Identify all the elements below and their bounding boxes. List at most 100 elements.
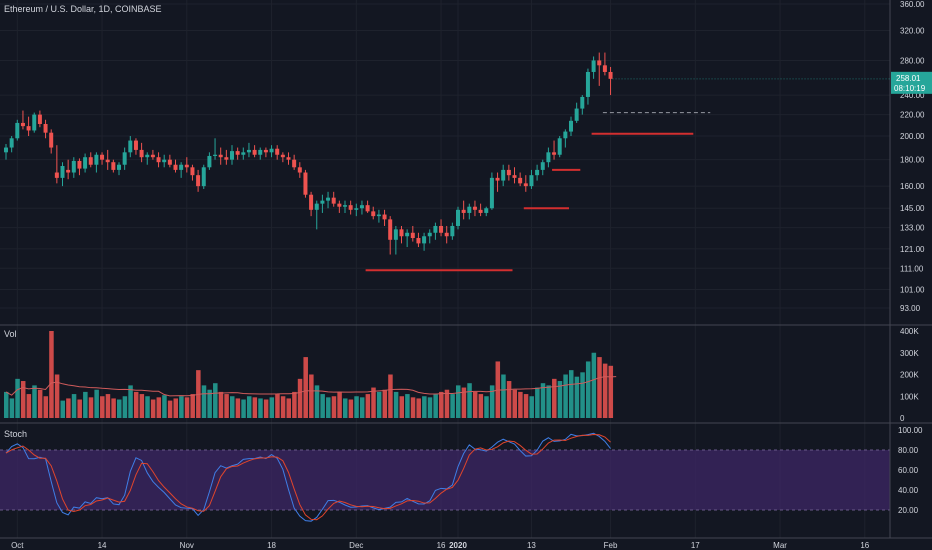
candle-body [20, 122, 25, 127]
stoch-band [0, 450, 890, 510]
volume-bar [597, 357, 602, 418]
candle-body [66, 169, 71, 173]
volume-bar [309, 374, 314, 418]
volume-bar [218, 391, 224, 418]
candles[interactable] [4, 52, 613, 255]
volume-bar [230, 396, 235, 418]
candle-body [201, 167, 206, 187]
volume-bar [608, 365, 614, 418]
volume-bar [54, 374, 60, 418]
candle-body [128, 140, 133, 153]
candle-body [563, 131, 568, 139]
volume-bar [156, 397, 162, 418]
time-tick-label: Dec [349, 541, 363, 550]
candle-body [326, 197, 331, 201]
stoch-label: Stoch [4, 429, 27, 439]
candle-body [580, 96, 585, 109]
volume-bar [26, 394, 32, 418]
volume-bar [15, 378, 20, 418]
candle-body [512, 175, 517, 178]
candle-body [371, 211, 376, 217]
volume-bar [111, 398, 116, 418]
candle-body [478, 209, 483, 213]
time-tick-label: 13 [527, 541, 536, 550]
stoch-tick-label: 80.00 [898, 446, 919, 455]
volume-bar [275, 394, 280, 418]
volume-bar [201, 385, 207, 418]
volume-bar [472, 391, 478, 418]
volume-bar [348, 399, 354, 418]
candle-body [354, 208, 359, 210]
price-tick-label: 160.00 [900, 182, 925, 191]
price-tick-label: 111.00 [900, 264, 924, 273]
volume-bar [388, 374, 393, 418]
volume-bar [4, 391, 9, 418]
volume-ma-line [5, 376, 617, 397]
volume-bar [241, 399, 246, 418]
candle-body [275, 148, 280, 155]
candle-body [450, 225, 455, 237]
volume-bar [563, 374, 568, 418]
countdown-value: 08:10:19 [894, 84, 926, 93]
candle-body [405, 232, 410, 237]
volume-bar [145, 396, 150, 418]
candle-body [60, 166, 65, 178]
volume-bar [535, 387, 540, 418]
price-tick-label: 200.00 [900, 132, 925, 141]
volume-bar [320, 394, 325, 418]
volume-bar [71, 394, 77, 418]
candle-body [535, 169, 540, 176]
price-tick-label: 145.00 [900, 204, 925, 213]
volume-bar [540, 383, 546, 418]
volume-bar [122, 396, 128, 418]
candle-body [218, 154, 223, 158]
candle-body [439, 225, 444, 233]
candle-body [343, 205, 347, 207]
volume-bar [190, 394, 195, 418]
volume-bar [184, 397, 190, 418]
volume-bar [9, 398, 15, 418]
volume-bar [303, 357, 308, 418]
volume-bar [456, 385, 461, 418]
price-tick-label: 220.00 [900, 111, 925, 120]
candle-body [280, 154, 285, 158]
candle-body [365, 205, 370, 212]
volume-bar [501, 374, 506, 418]
volume-bar [410, 397, 416, 418]
volume-bar [376, 391, 382, 418]
volume-bar [529, 396, 534, 418]
volume-bar [518, 391, 523, 418]
volume-bar [139, 394, 145, 418]
candle-body [4, 147, 8, 153]
price-tick-label: 240.00 [900, 91, 925, 100]
volume-bar [167, 400, 173, 418]
candle-body [456, 209, 460, 226]
candle-body [37, 114, 42, 124]
volume-bar [246, 396, 252, 418]
volume-bar [461, 387, 467, 418]
volume-bar [343, 398, 348, 418]
volume-bar [569, 370, 574, 418]
volume-bar [467, 383, 472, 418]
candle-body [179, 164, 184, 170]
candle-body [320, 200, 325, 204]
candle-body [297, 167, 302, 173]
stoch-tick-label: 40.00 [898, 486, 919, 495]
candle-body [433, 225, 438, 233]
volume-bar [331, 396, 337, 418]
candle-body [77, 160, 82, 169]
candle-body [269, 148, 274, 153]
price-tick-label: 101.00 [900, 285, 925, 294]
candle-body [100, 154, 105, 160]
volume-bar [602, 363, 608, 418]
candle-body [518, 177, 523, 184]
candle-body [602, 65, 607, 72]
volume-bar [133, 391, 139, 418]
candle-body [150, 154, 155, 158]
price-tick-label: 133.00 [900, 224, 925, 233]
candle-body [489, 177, 494, 209]
time-tick-label: 14 [98, 541, 107, 550]
candle-body [162, 159, 167, 163]
candle-body [359, 205, 364, 209]
